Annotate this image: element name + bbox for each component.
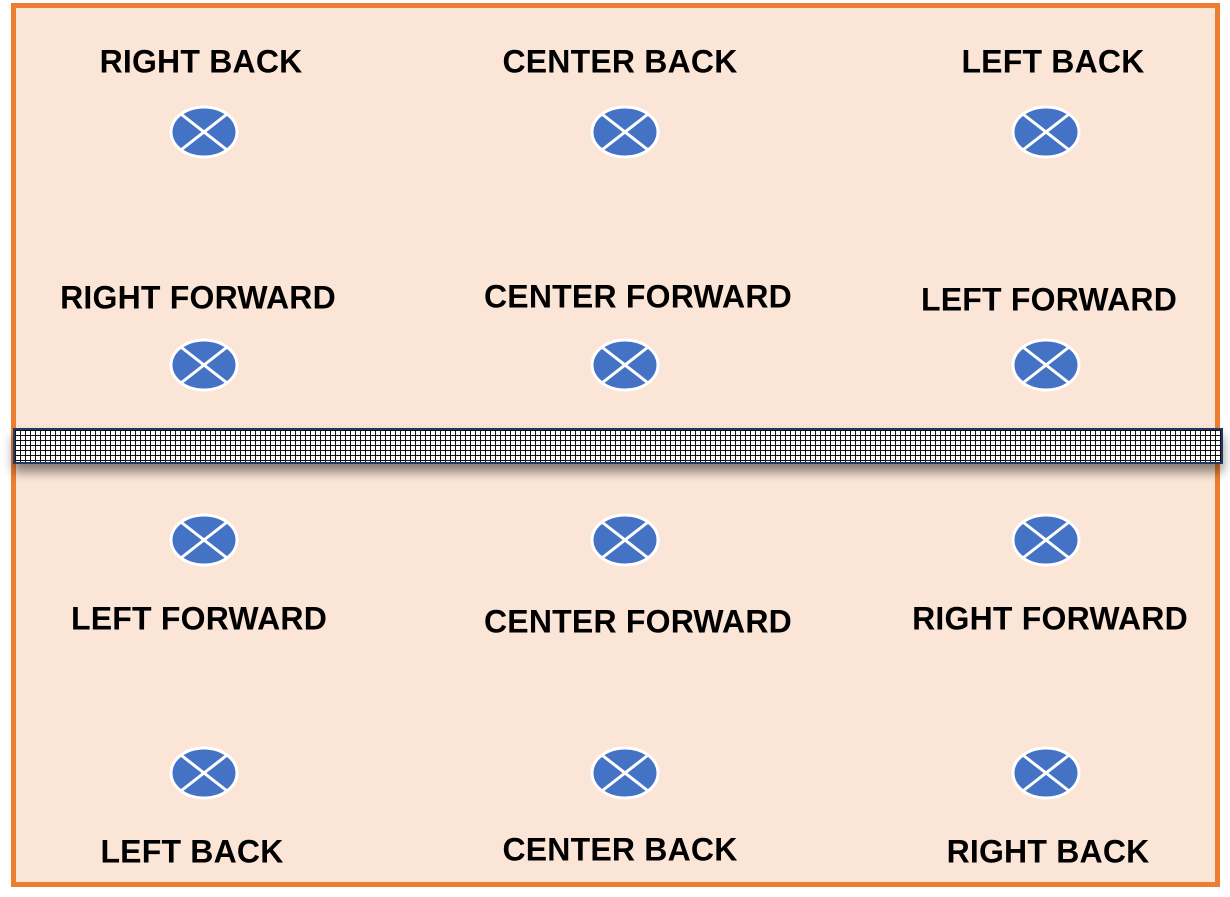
position-label-top-center-back: CENTER BACK: [502, 43, 738, 80]
position-label-bottom-center-forward: CENTER FORWARD: [484, 603, 792, 640]
player-marker-icon: [169, 513, 239, 567]
player-marker-icon: [1011, 338, 1081, 392]
player-marker-icon: [1011, 746, 1081, 800]
position-label-top-right-forward: RIGHT FORWARD: [60, 279, 336, 316]
position-label-bottom-center-back: CENTER BACK: [502, 831, 738, 868]
player-marker-icon: [590, 746, 660, 800]
player-marker-icon: [590, 513, 660, 567]
position-label-bottom-right-back: RIGHT BACK: [946, 833, 1150, 870]
position-label-bottom-left-forward: LEFT FORWARD: [70, 600, 328, 637]
position-label-top-right-back: RIGHT BACK: [99, 43, 303, 80]
position-label-bottom-right-forward: RIGHT FORWARD: [912, 600, 1188, 637]
position-label-bottom-left-back: LEFT BACK: [100, 833, 284, 870]
player-marker-icon: [1011, 513, 1081, 567]
position-label-top-left-forward: LEFT FORWARD: [920, 281, 1178, 318]
player-marker-icon: [169, 105, 239, 159]
player-marker-icon: [1011, 105, 1081, 159]
player-marker-icon: [169, 746, 239, 800]
position-label-top-center-forward: CENTER FORWARD: [484, 278, 792, 315]
player-marker-icon: [590, 105, 660, 159]
player-marker-icon: [169, 338, 239, 392]
player-marker-icon: [590, 338, 660, 392]
net: [13, 428, 1223, 464]
position-label-top-left-back: LEFT BACK: [961, 43, 1145, 80]
